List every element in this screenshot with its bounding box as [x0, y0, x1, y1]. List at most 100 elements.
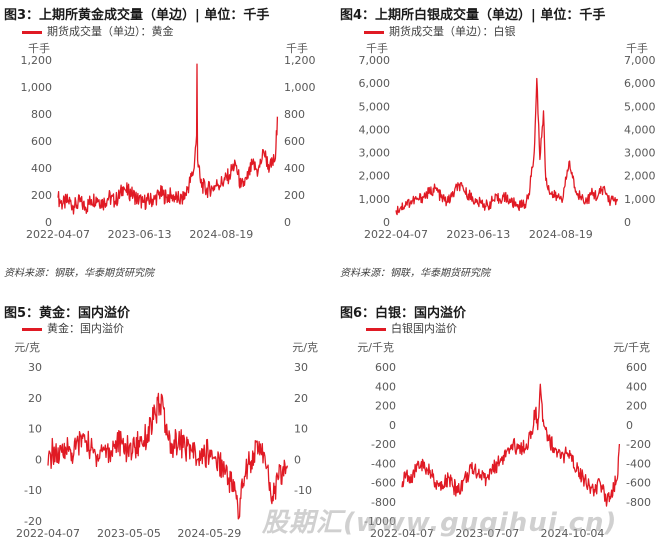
chart-silver-volume: 千手 千手 0 1,000 2,000 3,000 4,000 5,000 6,000 7,000…	[359, 41, 656, 241]
y-tick-label-right: 5,000	[624, 100, 656, 113]
y-tick-label-right: -600	[626, 477, 651, 490]
y-tick-label-left: 5,000	[359, 100, 391, 113]
legend-gold-volume: 期货成交量（单边）：黄金	[22, 23, 174, 39]
y-tick-label-left: 800	[31, 108, 52, 121]
y-unit-right: 元/千克	[613, 341, 650, 354]
x-tick-label: 2023-06-13	[446, 228, 510, 241]
y-tick-label-right: 2,000	[624, 170, 656, 183]
legend-silver-premium: 白银国内溢价	[366, 320, 457, 336]
y-tick-label-right: 1,000	[624, 193, 656, 206]
legend-label: 黄金：国内溢价	[47, 322, 124, 335]
series-line	[401, 383, 621, 507]
chart-title-gold-volume: 图3：上期所黄金成交量（单边）| 单位：千手	[4, 8, 270, 23]
y-tick-label-right: 0	[294, 453, 301, 466]
x-tick-label: 2023-06-13	[108, 228, 172, 241]
x-tick-label: 2022-04-07	[16, 527, 80, 540]
legend-label: 期货成交量（单边）：黄金	[47, 25, 174, 38]
x-tick-label: 2024-10-04	[541, 527, 605, 540]
y-tick-label-right: 200	[284, 189, 305, 202]
y-unit-left: 千手	[366, 41, 388, 55]
chart-title-silver-volume: 图4：上期所白银成交量（单边）| 单位：千手	[340, 8, 606, 23]
y-tick-label-left: 0	[45, 216, 52, 229]
y-tick-label-right: 30	[294, 361, 308, 374]
y-tick-label-left: 200	[31, 189, 52, 202]
y-tick-label-left: -20	[24, 515, 42, 528]
y-tick-label-left: -400	[371, 457, 396, 470]
x-tick-label: 2024-05-29	[177, 527, 241, 540]
y-tick-label-left: 400	[375, 380, 396, 393]
chart-silver-premium: 元/千克 元/千克 -1000 -800 -600 -400 -200 0 200 400 600 -…	[357, 341, 651, 540]
y-tick-label-left: 2,000	[359, 170, 391, 183]
y-tick-label-right: 1,200	[284, 54, 316, 67]
y-tick-label-left: -1000	[364, 515, 396, 528]
y-tick-label-right: 400	[626, 380, 647, 393]
y-tick-label-left: 30	[28, 361, 42, 374]
y-tick-label-right: -200	[626, 438, 651, 451]
y-tick-label-right: -10	[294, 484, 312, 497]
y-tick-label-right: 200	[626, 400, 647, 413]
y-tick-label-left: -600	[371, 477, 396, 490]
y-tick-label-right: 600	[284, 135, 305, 148]
y-tick-label-left: 0	[383, 216, 390, 229]
x-tick-label: 2024-08-19	[529, 228, 593, 241]
y-tick-label-left: 10	[28, 423, 42, 436]
y-tick-label-left: 600	[375, 361, 396, 374]
x-tick-label: 2023-05-05	[97, 527, 161, 540]
legend-label: 白银国内溢价	[391, 322, 457, 335]
y-tick-label-right: -800	[626, 496, 651, 509]
y-tick-label-right: 0	[284, 216, 291, 229]
chart-title-silver-premium: 图6：白银：国内溢价	[340, 306, 467, 321]
x-tick-label: 2022-04-07	[370, 527, 434, 540]
chart-gold-premium: 元/克 元/克 -20 -10 0 10 20 30 -10 0 10 20 30 2022-04-07 2…	[14, 341, 318, 540]
y-unit-right: 千手	[286, 41, 308, 55]
legend-label: 期货成交量（单边）：白银	[389, 25, 516, 38]
y-tick-label-right: 10	[294, 423, 308, 436]
y-tick-label-right: -400	[626, 457, 651, 470]
y-tick-label-right: 20	[294, 392, 308, 405]
y-tick-label-left: 0	[35, 453, 42, 466]
y-tick-label-right: 7,000	[624, 54, 656, 67]
y-tick-label-right: 800	[284, 108, 305, 121]
legend-swatch	[22, 327, 42, 331]
y-tick-label-left: -10	[24, 484, 42, 497]
y-tick-label-right: 3,000	[624, 147, 656, 160]
series-line	[395, 77, 619, 216]
y-tick-label-left: 4,000	[359, 123, 391, 136]
y-tick-label-left: -200	[371, 438, 396, 451]
y-tick-label-right: 600	[626, 361, 647, 374]
y-tick-label-right: 400	[284, 162, 305, 175]
y-tick-label-right: 4,000	[624, 123, 656, 136]
y-unit-left: 元/克	[14, 341, 40, 354]
y-tick-label-left: 3,000	[359, 147, 391, 160]
watermark: 股期汇(www.guqihui.cn)	[262, 508, 618, 538]
y-tick-label-right: 6,000	[624, 77, 656, 90]
y-tick-label-left: -800	[371, 496, 396, 509]
y-unit-left: 千手	[28, 41, 50, 55]
y-tick-label-right: 0	[626, 419, 633, 432]
x-tick-label: 2022-04-07	[364, 228, 428, 241]
y-tick-label-left: 0	[389, 419, 396, 432]
y-unit-left: 元/千克	[357, 341, 394, 354]
legend-swatch	[366, 327, 386, 331]
chart-gold-volume: 千手 千手 0 200 400 600 800 1,000 1,200 0 200 400 600 800…	[21, 41, 316, 241]
chart-title-gold-premium: 图5：黄金：国内溢价	[4, 306, 131, 321]
y-tick-label-left: 1,000	[21, 81, 53, 94]
x-tick-label: 2024-08-19	[189, 228, 253, 241]
legend-swatch	[364, 30, 384, 34]
y-tick-label-left: 1,000	[359, 193, 391, 206]
source-note-left: 资料来源：钢联，华泰期货研究院	[4, 268, 154, 279]
y-tick-label-right: 0	[624, 216, 631, 229]
y-tick-label-left: 400	[31, 162, 52, 175]
y-tick-label-left: 600	[31, 135, 52, 148]
y-tick-label-left: 6,000	[359, 77, 391, 90]
series-line	[57, 63, 279, 215]
legend-gold-premium: 黄金：国内溢价	[22, 320, 124, 336]
legend-silver-volume: 期货成交量（单边）：白银	[364, 23, 516, 39]
series-line	[47, 392, 289, 520]
y-unit-right: 元/克	[292, 341, 318, 354]
source-note-right: 资料来源：钢联，华泰期货研究院	[340, 268, 490, 279]
y-unit-right: 千手	[626, 41, 648, 55]
x-tick-label: 2023-07-07	[455, 527, 519, 540]
legend-swatch	[22, 30, 42, 34]
y-tick-label-left: 200	[375, 400, 396, 413]
